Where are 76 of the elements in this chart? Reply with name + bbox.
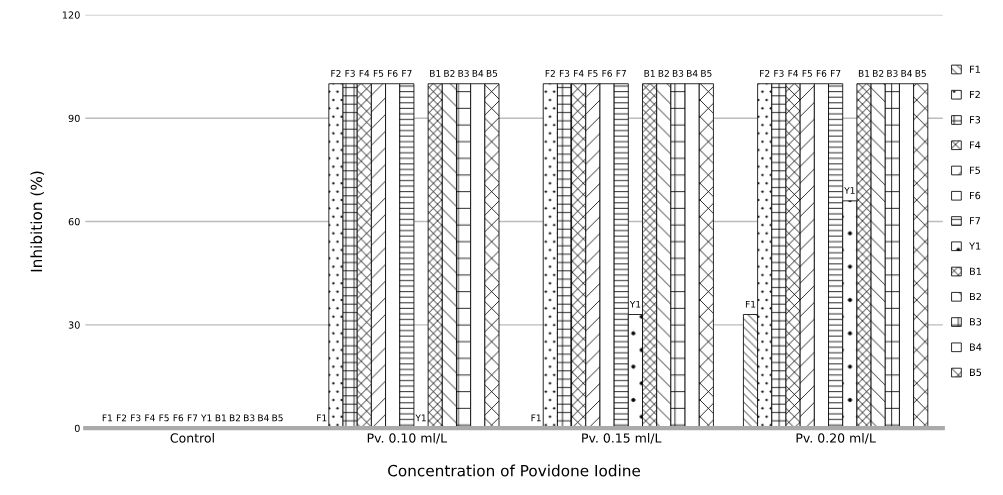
text: F5 — [373, 70, 384, 77]
y-axis-title: Inhibition (%) — [30, 171, 45, 272]
legend-label: F6 — [970, 191, 981, 200]
legend-label: B4 — [970, 343, 982, 351]
legend-label: Y1 — [969, 242, 981, 250]
text: F2 — [116, 414, 127, 422]
text: F7 — [402, 70, 412, 77]
legend-label: F5 — [970, 166, 980, 174]
text: F6 — [602, 69, 612, 77]
legend-label: F1 — [970, 65, 980, 73]
text: F5 — [588, 70, 598, 77]
text: F1 — [745, 300, 756, 308]
legend-label: F7 — [970, 217, 981, 225]
text: B5 — [272, 414, 283, 422]
text: Y1 — [629, 300, 641, 308]
y-tick-label: 30 — [68, 321, 80, 329]
text: B2 — [658, 69, 669, 77]
text: B3 — [887, 69, 898, 77]
text: B3 — [458, 69, 469, 77]
text: B1 — [858, 70, 870, 77]
legend-label: B2 — [970, 292, 981, 301]
text: B2 — [873, 69, 884, 77]
text: B2 — [444, 69, 455, 77]
text: B4 — [901, 70, 912, 77]
text: Y1 — [415, 414, 426, 422]
y-tick-label: 60 — [68, 217, 80, 226]
text: B5 — [915, 70, 926, 77]
text: F7 — [831, 70, 841, 77]
text: F7 — [187, 414, 198, 422]
text: F2 — [331, 69, 341, 77]
legend-label: F3 — [970, 116, 981, 124]
text: B3 — [672, 69, 684, 77]
text: F2 — [545, 69, 555, 77]
legend-label: B1 — [970, 267, 982, 275]
text: F5 — [159, 414, 169, 422]
text: B1 — [644, 70, 655, 77]
legend-label: F2 — [970, 90, 980, 99]
x-tick-label: Pv. 0.15 ml/L — [582, 433, 662, 444]
text: F6 — [173, 414, 184, 422]
text: F4 — [574, 70, 584, 77]
text: F3 — [345, 69, 355, 77]
text: B2 — [229, 414, 241, 422]
text: F3 — [774, 69, 784, 77]
text: B5 — [701, 70, 712, 77]
text: F6 — [388, 69, 398, 77]
legend-label: B5 — [970, 368, 982, 377]
text: F3 — [559, 69, 570, 77]
text: F7 — [616, 70, 626, 77]
text: B4 — [472, 70, 484, 77]
text: F1 — [102, 414, 112, 422]
x-tick-label: Pv. 0.10 ml/L — [367, 433, 448, 444]
text: Y1 — [844, 187, 855, 194]
text: F5 — [802, 70, 812, 77]
y-tick-label: 90 — [68, 114, 80, 123]
x-tick-label: Control — [170, 433, 214, 443]
legend-label: B3 — [970, 318, 982, 326]
text: F1 — [531, 414, 541, 422]
legend-label: F4 — [970, 141, 981, 149]
text: B5 — [486, 70, 498, 77]
text: F3 — [131, 414, 141, 422]
text: B4 — [687, 70, 698, 77]
text: F6 — [816, 69, 827, 77]
text: B1 — [430, 70, 441, 77]
text: F4 — [145, 414, 155, 422]
text: B1 — [215, 414, 226, 422]
text: F4 — [788, 70, 799, 77]
x-axis-title: Concentration of Povidone Iodine — [388, 464, 641, 477]
y-tick-label: 120 — [62, 11, 80, 19]
text: B3 — [244, 414, 255, 422]
y-tick-label: 0 — [74, 424, 80, 433]
text: B4 — [258, 414, 269, 422]
x-tick-label: Pv. 0.20 ml/L — [796, 433, 876, 444]
text: Y1 — [200, 414, 212, 422]
text: F2 — [760, 69, 770, 77]
text: F1 — [317, 414, 327, 422]
text: F4 — [359, 70, 370, 77]
